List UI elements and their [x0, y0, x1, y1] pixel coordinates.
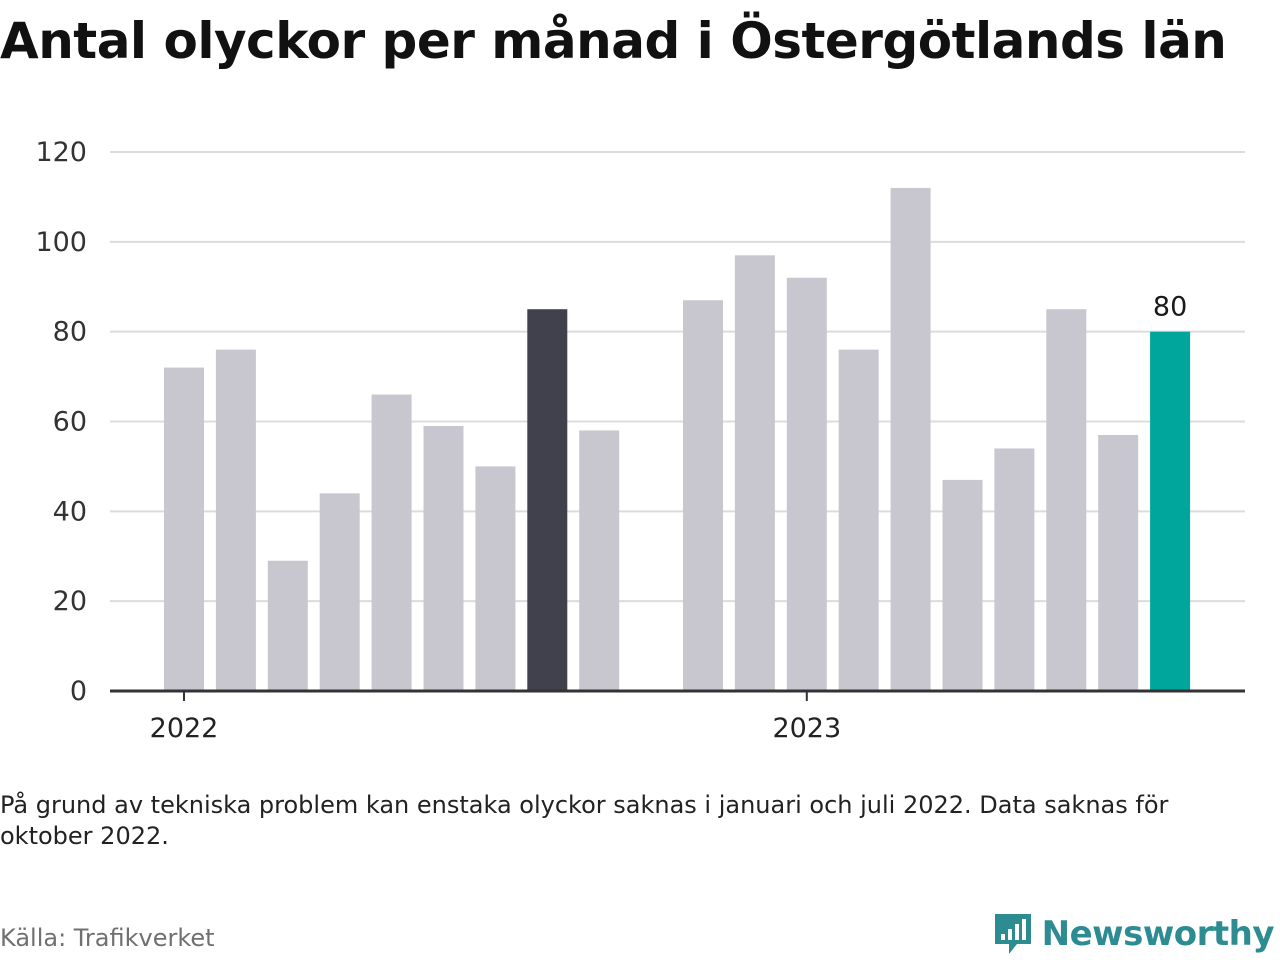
bar-2022-01	[164, 367, 204, 691]
bar-2022-08	[527, 309, 568, 691]
bar-2023-05	[994, 448, 1035, 691]
y-tick-label: 100	[35, 227, 87, 258]
bar-2022-03	[267, 560, 308, 691]
source-label: Källa: Trafikverket	[0, 924, 215, 952]
x-tick-label: 2023	[772, 713, 841, 744]
bar-2022-09	[579, 430, 620, 691]
data-label: 80	[1153, 292, 1187, 323]
y-tick-label: 80	[53, 317, 87, 348]
brand-logo[interactable]: Newsworthy	[992, 910, 1275, 958]
bar-2022-11	[683, 300, 723, 691]
y-tick-label: 20	[53, 586, 87, 617]
bar-2023-04	[942, 479, 983, 691]
bar-2023-02	[838, 349, 879, 691]
brand-name: Newsworthy	[1041, 914, 1275, 954]
x-tick-label: 2022	[150, 713, 219, 744]
bar-2023-08	[1150, 331, 1191, 691]
bar-2022-05	[371, 394, 412, 691]
y-tick-label: 60	[53, 407, 87, 438]
bar-2023-01	[786, 277, 827, 691]
bar-2023-03	[890, 187, 931, 691]
bar-2022-07	[475, 466, 516, 691]
bar-2023-06	[1046, 309, 1087, 691]
chart-note: På grund av tekniska problem kan enstaka…	[0, 791, 1169, 850]
newsworthy-logo-icon	[994, 914, 1031, 954]
chart-title: Antal olyckor per månad i Östergötlands …	[0, 12, 1227, 70]
bar-2023-07	[1098, 434, 1139, 691]
bar-2022-06	[423, 425, 464, 691]
bar-chart: 0 20 40 60 80 100 120 80 2022 2023	[35, 137, 1245, 744]
bar-2022-04	[319, 493, 360, 691]
y-tick-label: 0	[70, 676, 87, 707]
y-tick-label: 40	[53, 496, 87, 527]
bar-2022-02	[215, 349, 256, 691]
bar-2022-12	[734, 255, 775, 691]
y-tick-label: 120	[35, 137, 87, 168]
